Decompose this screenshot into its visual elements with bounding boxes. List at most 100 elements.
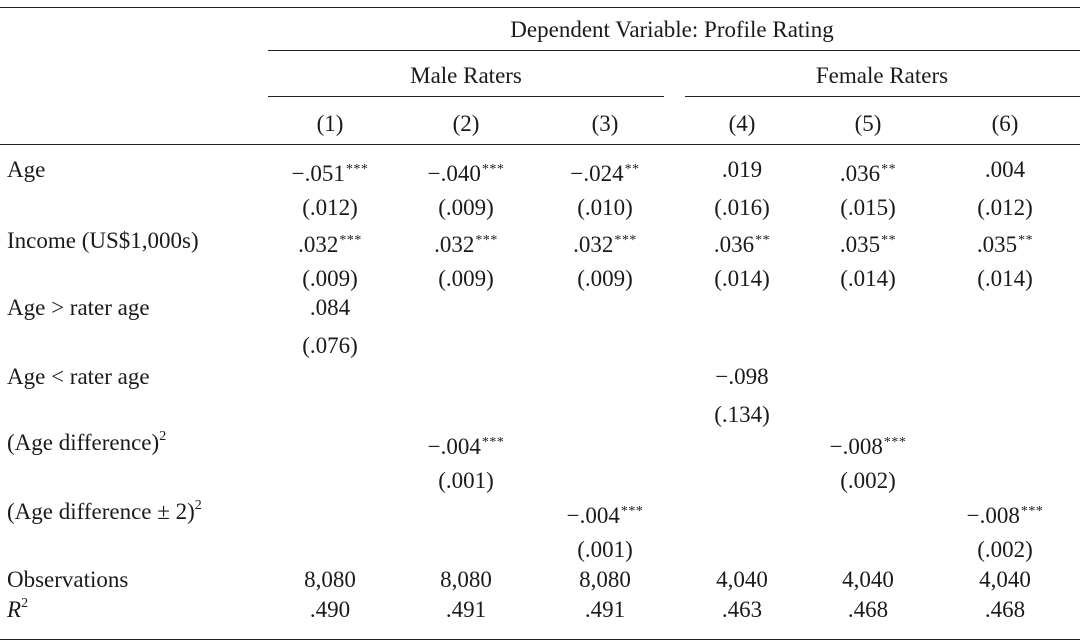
standard-error-cell: (.014) xyxy=(840,266,896,291)
row-label: Age < rater age xyxy=(7,364,150,390)
coefficient-cell: −.008*** xyxy=(967,499,1044,529)
column-header: (2) xyxy=(452,111,480,136)
coefficient-cell: .032*** xyxy=(434,228,498,258)
standard-error-cell: (.010) xyxy=(577,195,633,220)
standard-error-cell: (.002) xyxy=(977,537,1033,562)
coefficient-cell: .035** xyxy=(977,228,1033,258)
observations-label: Observations xyxy=(7,567,129,592)
female-group-underline xyxy=(685,96,1080,97)
coefficient-value: −.004 xyxy=(427,434,481,459)
coefficient-value: −.024 xyxy=(570,161,624,186)
significance-stars: ** xyxy=(755,233,771,248)
coefficient-value: .032 xyxy=(434,232,475,257)
row-label-superscript: 2 xyxy=(159,429,167,444)
coefficient-cell: −.098 xyxy=(715,364,768,390)
column-header: (4) xyxy=(728,111,756,136)
standard-error-cell: (.002) xyxy=(840,468,896,493)
bottom-rule xyxy=(0,639,1080,640)
standard-error-cell: (.012) xyxy=(977,195,1033,220)
coefficient-value: .036 xyxy=(713,232,755,257)
title-underline xyxy=(268,50,1080,51)
observations-cell: 8,080 xyxy=(440,567,492,592)
coefficient-cell: −.024** xyxy=(570,157,639,187)
column-header: (3) xyxy=(591,111,619,136)
significance-stars: *** xyxy=(481,162,505,177)
row-label: Age xyxy=(7,157,45,183)
r-squared-cell: .468 xyxy=(984,597,1026,622)
coefficient-cell: −.008*** xyxy=(830,430,907,460)
r-squared-cell: .491 xyxy=(584,597,626,622)
r-squared-cell: .468 xyxy=(847,597,889,622)
coefficient-value: −.008 xyxy=(829,434,883,459)
coefficient-value: .035 xyxy=(976,232,1018,257)
coefficient-cell: −.004*** xyxy=(567,499,644,529)
coefficient-value: .084 xyxy=(309,295,351,320)
r-squared-cell: .491 xyxy=(445,597,487,622)
standard-error-cell: (.009) xyxy=(302,266,358,291)
column-header: (5) xyxy=(854,111,882,136)
standard-error-cell: (.076) xyxy=(302,333,358,358)
standard-error-cell: (.001) xyxy=(577,537,633,562)
group-male-raters: Male Raters xyxy=(410,63,522,88)
group-female-raters: Female Raters xyxy=(815,63,949,88)
coefficient-cell: .035** xyxy=(840,228,896,258)
r-squared-label: R2 xyxy=(7,597,28,623)
coefficient-cell: .032*** xyxy=(573,228,637,258)
standard-error-cell: (.014) xyxy=(714,266,770,291)
standard-error-cell: (.009) xyxy=(438,266,494,291)
observations-cell: 4,040 xyxy=(842,567,894,592)
coefficient-value: .032 xyxy=(573,232,614,257)
standard-error-cell: (.134) xyxy=(714,402,770,427)
r-squared-label-text: R xyxy=(7,597,22,622)
coefficient-cell: −.004*** xyxy=(428,430,505,460)
significance-stars: ** xyxy=(1018,233,1034,248)
observations-cell: 4,040 xyxy=(716,567,768,592)
coefficient-value: −.051 xyxy=(291,161,345,186)
column-header: (6) xyxy=(991,111,1019,136)
coefficient-cell: −.040*** xyxy=(428,157,505,187)
r-squared-cell: .463 xyxy=(721,597,763,622)
row-label: Age > rater age xyxy=(7,295,150,321)
row-label: Income (US$1,000s) xyxy=(7,228,199,254)
significance-stars: *** xyxy=(614,233,637,248)
r-squared-cell: .490 xyxy=(309,597,351,622)
coefficient-cell: .019 xyxy=(722,157,762,183)
row-label-text: Income (US$1,000s) xyxy=(7,228,199,253)
row-label-text: Age < rater age xyxy=(7,364,150,389)
header-bottom-rule xyxy=(0,144,1080,145)
significance-stars: *** xyxy=(345,162,369,177)
row-label-text: (Age difference ± 2) xyxy=(7,499,195,524)
coefficient-cell: .084 xyxy=(310,295,350,321)
row-label-text: (Age difference) xyxy=(7,430,160,455)
r-squared-superscript: 2 xyxy=(21,596,29,611)
standard-error-cell: (.009) xyxy=(577,266,633,291)
significance-stars: *** xyxy=(475,233,498,248)
row-label-text: Age > rater age xyxy=(7,295,150,320)
coefficient-cell: .004 xyxy=(985,157,1025,183)
observations-cell: 8,080 xyxy=(579,567,631,592)
standard-error-cell: (.012) xyxy=(302,195,358,220)
significance-stars: *** xyxy=(620,504,644,519)
standard-error-cell: (.016) xyxy=(714,195,770,220)
coefficient-value: .019 xyxy=(721,157,763,182)
coefficient-cell: −.051*** xyxy=(292,157,369,187)
significance-stars: ** xyxy=(881,162,897,177)
coefficient-value: −.040 xyxy=(427,161,481,186)
coefficient-value: .035 xyxy=(839,232,881,257)
coefficient-value: .004 xyxy=(984,157,1026,182)
standard-error-cell: (.014) xyxy=(977,266,1033,291)
standard-error-cell: (.009) xyxy=(438,195,494,220)
row-label-superscript: 2 xyxy=(194,498,202,513)
male-group-underline xyxy=(268,96,664,97)
column-header: (1) xyxy=(316,111,344,136)
significance-stars: *** xyxy=(481,435,505,450)
observations-cell: 4,040 xyxy=(979,567,1031,592)
standard-error-cell: (.015) xyxy=(840,195,896,220)
coefficient-cell: .036** xyxy=(714,228,770,258)
coefficient-value: .032 xyxy=(298,232,339,257)
significance-stars: *** xyxy=(883,435,907,450)
significance-stars: ** xyxy=(624,162,640,177)
table-title: Dependent Variable: Profile Rating xyxy=(510,17,834,42)
significance-stars: *** xyxy=(1020,504,1044,519)
coefficient-value: −.004 xyxy=(566,503,620,528)
